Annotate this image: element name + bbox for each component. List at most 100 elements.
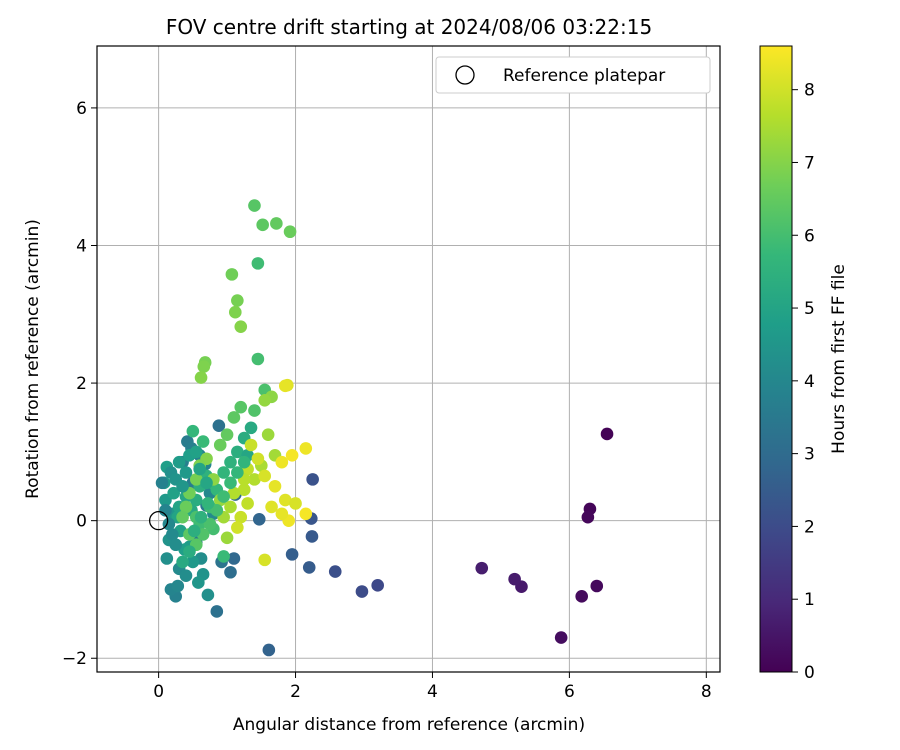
scatter-point [305,530,319,543]
scatter-point [258,393,272,407]
scatter-point [172,455,186,469]
scatter-point [237,455,251,469]
colorbar-tick-label: 1 [804,590,815,610]
plot-frame [96,45,721,673]
x-tick-label: 6 [564,682,575,702]
scatter-point [251,452,265,466]
colorbar-tick-label: 5 [804,299,815,319]
scatter-point [228,305,242,319]
legend-box [435,56,711,94]
scatter-point [275,455,289,469]
scatter-point [224,476,237,490]
scatter-point [285,548,299,561]
scatter-point [554,631,568,644]
scatter-point [225,268,239,281]
scatter-point [187,524,201,538]
scatter-point [508,572,521,586]
scatter-point [162,517,176,531]
scatter-point [252,512,266,526]
x-tick-label: 8 [701,682,712,702]
y-axis-label: Rotation from reference (arcmin) [23,219,43,499]
x-axis-label: Angular distance from reference (arcmin) [233,715,585,735]
axes: 0 2 4 6 8 −2 0 2 4 6 [62,45,721,702]
scatter-point [176,479,189,493]
scatter-point [186,555,200,569]
scatter-point [278,493,292,507]
scatter-point [212,419,226,433]
scatter-point [179,466,193,479]
scatter-point [256,218,269,232]
scatter-point [234,510,248,524]
scatter-point [261,428,275,441]
scatter-point [248,199,261,212]
legend-label: Reference platepar [503,66,665,86]
scatter-point [328,565,342,578]
scatter-point [283,225,297,239]
legend: Reference platepar [435,56,711,94]
legend-marker [455,65,475,85]
data-points [148,199,614,657]
scatter-point [600,427,614,441]
scatter-point [159,504,172,517]
scatter-point [227,411,241,424]
scatter-point [217,550,230,563]
scatter-point [581,510,595,524]
scatter-point [201,497,215,510]
scatter-point [210,605,224,618]
colorbar-tick-label: 2 [804,517,815,537]
scatter-point [155,476,169,490]
scatter-point [169,538,183,552]
y-tick-label: 6 [76,99,87,119]
scatter-point [590,579,604,593]
scatter-point [194,510,208,524]
y-tick-label: 2 [76,374,87,394]
scatter-point [220,531,234,545]
colorbar-gradient [759,45,793,673]
scatter-point [268,479,282,493]
scatter-point [176,555,189,569]
scatter-point [241,497,254,510]
scatter-point [299,442,313,455]
scatter-point [217,466,230,479]
x-tick-label: 0 [153,682,164,702]
scatter-point [258,553,272,567]
scatter-point [179,500,193,514]
colorbar-tick-label: 8 [804,81,815,101]
scatter-point [248,404,261,417]
scatter-point [186,424,200,438]
colorbar-label: Hours from first FF file [829,264,849,454]
scatter-point [189,445,203,459]
colorbar-ticks: 0 1 2 3 4 5 6 7 8 [792,81,815,683]
scatter-point [575,590,589,603]
colorbar-tick-label: 3 [804,445,815,465]
colorbar-tick-label: 6 [804,226,815,246]
scatter-point [285,449,299,462]
scatter-point [220,428,234,441]
scatter-point [196,435,210,448]
scatter-point [193,462,206,476]
scatter-point [194,371,208,384]
scatter-point [176,510,189,524]
colorbar-tick-label: 4 [804,372,815,392]
scatter-point [171,579,185,593]
scatter-point [306,473,319,486]
scatter-point [224,565,237,579]
scatter-point [302,561,316,574]
scatter-point [200,476,213,490]
scatter-point [210,504,224,517]
scatter-point [213,438,227,452]
scatter-point [234,320,248,333]
scatter-point [160,552,174,565]
scatter-point [201,588,215,602]
scatter-point [197,360,211,373]
x-tick-label: 2 [290,682,301,702]
scatter-point [231,521,244,534]
scatter-point [227,552,241,565]
y-tick-label: 0 [76,512,87,532]
scatter-point [299,507,313,521]
scatter-point [192,576,205,589]
colorbar: 0 1 2 3 4 5 6 7 8 Hours from first FF file [759,45,849,683]
scatter-point [217,490,230,503]
scatter-point [258,469,272,483]
